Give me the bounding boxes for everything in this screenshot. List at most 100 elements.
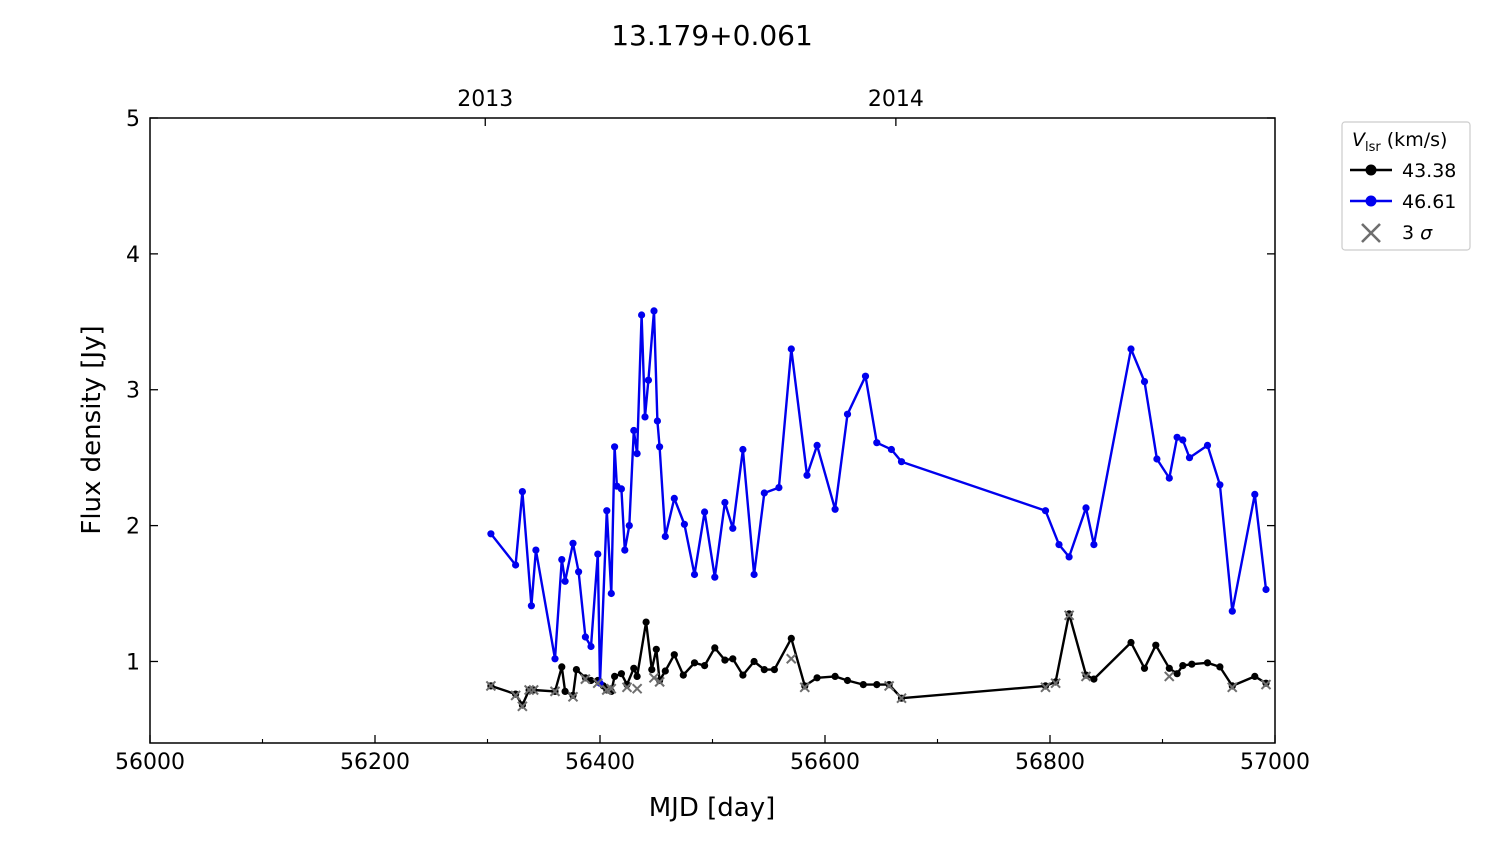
limit-point [1164,671,1175,682]
data-point [729,524,737,532]
data-point [701,508,709,516]
data-point [1216,663,1224,671]
data-point [630,426,638,435]
data-point [739,671,747,679]
y-tick-label: 2 [126,515,140,540]
data-point [1055,541,1063,549]
top-axis: 2013 2014 [457,87,924,126]
legend-title: Vlsr (km/s) [1352,129,1447,155]
data-point [739,445,747,454]
series-line [489,309,1268,685]
data-point [558,556,566,564]
data-point [653,417,662,425]
data-point [633,672,641,681]
data-point [859,681,867,689]
data-point [1165,474,1173,482]
x-tick-label: 56800 [1015,750,1085,775]
data-point [650,307,658,315]
data-point [1216,481,1224,489]
data-point [638,311,646,319]
limit-point [528,684,539,696]
data-point [721,656,729,664]
y-axis-label: Flux density [Jy] [77,325,107,534]
data-point [581,633,590,641]
data-point [787,634,795,643]
x-axis-label: MJD [day] [649,793,776,823]
data-point [887,445,896,454]
data-point [518,488,527,496]
y-axis: 1 2 3 4 5 [126,107,1275,675]
y-tick-label: 5 [126,107,140,132]
data-point [532,546,540,554]
limit-point [523,684,535,696]
data-point [775,484,783,492]
data-point [1251,672,1259,681]
data-point [711,644,719,652]
data-point [633,450,641,458]
data-point [1090,541,1098,549]
data-point [803,471,811,479]
data-point [670,651,678,659]
limit-point [580,673,591,685]
data-point [861,372,870,380]
top-tick-label: 2013 [457,87,513,112]
data-point [1203,659,1212,667]
limit-point [1063,610,1075,621]
limit-point [654,676,665,688]
limit-point [883,680,895,692]
data-point [787,345,795,353]
data-point [711,573,719,581]
data-point [569,539,577,547]
data-point [831,672,839,681]
data-point [873,439,881,447]
limit-point [896,692,907,704]
legend: Vlsr (km/s) 43.38 46.61 3 σ [1341,121,1471,251]
data-point [721,498,729,507]
y-tick-label: 1 [126,650,140,675]
plot-area [149,117,1276,744]
data-point [561,577,569,585]
limit-point [567,691,579,703]
data-point [1153,455,1161,463]
limit-point [485,680,497,692]
limit-point [549,686,561,697]
data-point [1140,664,1149,672]
data-point [750,657,758,666]
x-axis: 56000 56200 56400 56600 56800 57000 [115,735,1310,775]
x-tick-label: 56400 [565,750,635,775]
data-point [1188,660,1196,668]
data-point [1127,345,1135,353]
data-point [1127,638,1135,647]
data-point [729,655,737,663]
series-2 [487,307,1270,687]
data-point [644,376,653,384]
data-point [873,681,881,689]
x-tick-label: 56000 [115,750,185,775]
legend-box [1341,121,1471,251]
y-tick-label: 3 [126,379,140,404]
data-point [587,642,595,651]
data-point [648,666,656,674]
data-point [843,676,852,685]
limit-point [517,701,528,712]
limit-point [1050,678,1061,689]
legend-label-series-2: 46.61 [1402,191,1456,213]
data-point [661,667,669,675]
legend-marker-limit [1361,223,1381,243]
data-point [617,485,626,493]
data-point [1262,585,1270,594]
data-point [551,655,559,663]
data-point [511,561,520,569]
limit-point [648,672,660,683]
legend-marker-series-2 [1365,195,1377,207]
data-point [641,413,649,421]
data-point [750,570,758,579]
data-point [1179,436,1187,444]
data-point [897,458,906,466]
data-point [813,674,821,682]
data-point [1065,553,1073,561]
limit-point [1040,682,1051,693]
data-point [572,666,581,674]
limit-point [1260,679,1272,690]
data-point [607,589,615,598]
